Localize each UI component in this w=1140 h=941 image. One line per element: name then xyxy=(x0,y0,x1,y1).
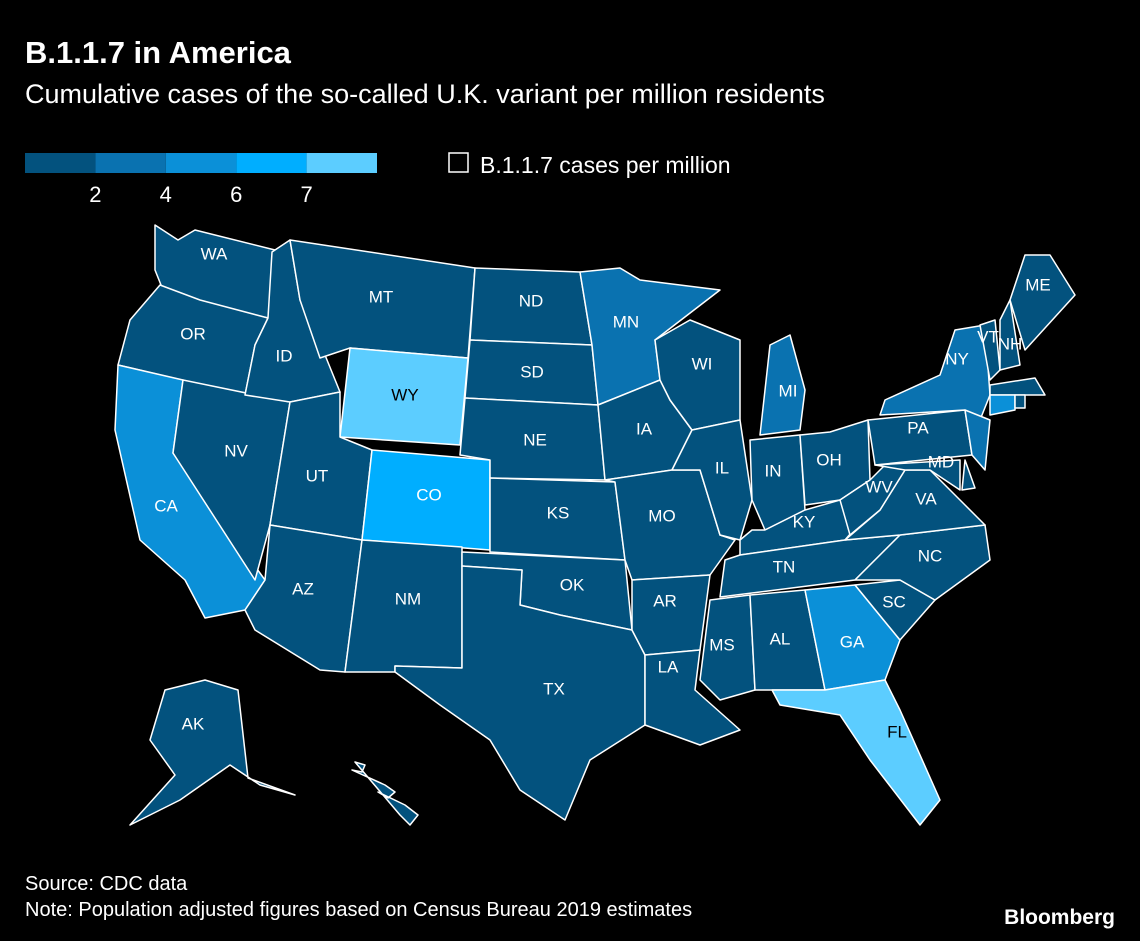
legend-tick-label: 6 xyxy=(230,182,242,207)
state-label: ID xyxy=(276,346,293,365)
state-label: OH xyxy=(816,450,842,469)
state-label: WV xyxy=(865,477,893,496)
state-label: IN xyxy=(765,461,782,480)
state xyxy=(874,459,961,491)
map: WA OR CA NV ID MT WY UT CO AZ NM ND SD NE KS OK TX MN IA MO… xyxy=(114,224,1076,826)
state-label: VT xyxy=(977,327,999,346)
legend-title: B.1.1.7 cases per million xyxy=(480,152,731,178)
state-label: AL xyxy=(770,629,791,648)
state-label: KS xyxy=(547,503,570,522)
state-label: MT xyxy=(369,287,394,306)
state-label: KY xyxy=(793,512,816,531)
state xyxy=(351,761,419,826)
state-label: NC xyxy=(918,546,943,565)
legend: 2 4 6 7 xyxy=(25,153,377,207)
state-label: IA xyxy=(636,419,653,438)
state-label: UT xyxy=(306,466,329,485)
state-label: PA xyxy=(907,418,929,437)
state-label: SD xyxy=(520,362,544,381)
state-label: NV xyxy=(224,441,248,460)
state-label: MN xyxy=(613,312,639,331)
legend-swatch xyxy=(306,153,377,173)
state xyxy=(129,679,296,826)
legend-tick-label: 7 xyxy=(300,182,312,207)
state xyxy=(989,394,1016,416)
state-label: AZ xyxy=(292,579,314,598)
state-label: MO xyxy=(648,506,675,525)
state xyxy=(771,679,941,826)
state xyxy=(699,594,756,701)
state-label: MD xyxy=(928,452,954,471)
state-label: VA xyxy=(915,489,937,508)
state-label: FL xyxy=(887,722,907,741)
state-label: OR xyxy=(180,324,206,343)
state-label: AK xyxy=(182,714,205,733)
state-label: MI xyxy=(779,381,798,400)
state xyxy=(759,334,806,436)
state-label: CA xyxy=(154,496,178,515)
state-label: TN xyxy=(773,557,796,576)
state xyxy=(999,299,1021,371)
state-label: TX xyxy=(543,679,565,698)
legend-swatch xyxy=(25,153,96,173)
state xyxy=(644,649,741,746)
state xyxy=(964,409,991,471)
state-label: MS xyxy=(709,635,735,654)
legend-swatch xyxy=(236,153,307,173)
state xyxy=(1009,254,1076,351)
source: Source: CDC data xyxy=(25,873,188,895)
state-label: IL xyxy=(715,458,729,477)
state-label: WI xyxy=(692,354,713,373)
state-label: ME xyxy=(1025,275,1051,294)
subtitle: Cumulative cases of the so-called U.K. v… xyxy=(25,79,825,109)
state-label: NE xyxy=(523,430,547,449)
legend-tick-label: 4 xyxy=(160,182,172,207)
state xyxy=(631,574,711,656)
state-label: OK xyxy=(560,575,585,594)
state-label: NY xyxy=(945,349,969,368)
legend-box xyxy=(448,152,469,173)
state-label: SC xyxy=(882,592,906,611)
title: B.1.1.7 in America xyxy=(25,35,292,70)
state-label: GA xyxy=(840,632,865,651)
state-label: NH xyxy=(998,334,1023,353)
legend-tick-label: 2 xyxy=(89,182,101,207)
legend-swatch xyxy=(95,153,166,173)
state-label: CO xyxy=(416,485,442,504)
state-label: WA xyxy=(201,244,228,263)
state-label: WY xyxy=(391,385,418,404)
state-label: LA xyxy=(658,657,679,676)
state-label: ND xyxy=(519,291,544,310)
state xyxy=(339,347,469,446)
state xyxy=(394,565,646,821)
note: Note: Population adjusted figures based … xyxy=(25,899,692,921)
state xyxy=(961,459,976,491)
state-label: AR xyxy=(653,591,677,610)
legend-swatch xyxy=(165,153,237,173)
state-label: NM xyxy=(395,589,421,608)
state xyxy=(1014,394,1026,409)
state xyxy=(671,419,753,541)
state xyxy=(989,377,1046,396)
brand: Bloomberg xyxy=(1004,906,1115,929)
